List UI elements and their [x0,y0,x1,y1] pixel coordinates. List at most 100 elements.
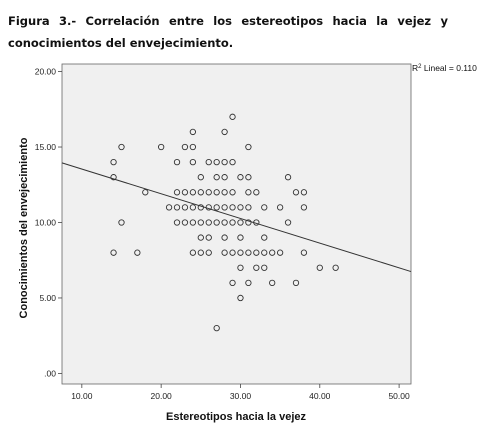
y-tick-label: .00 [44,368,56,378]
data-point [181,143,189,151]
data-point [292,189,300,196]
data-point [316,264,323,271]
data-point [221,234,228,241]
data-point [237,294,244,302]
data-point [205,234,212,241]
data-point [269,279,276,287]
data-point [205,158,212,166]
data-point [261,234,268,241]
data-point [253,264,260,271]
x-tick-label: 40.00 [309,391,331,401]
data-point [229,204,236,211]
data-point [253,219,260,226]
y-tick-label: 5.00 [39,293,56,303]
data-point [221,128,228,136]
data-point [173,204,181,211]
data-point [292,279,300,287]
data-point [213,158,220,166]
data-point [245,249,252,256]
data-point [110,158,117,166]
data-point [110,249,117,256]
data-point [229,219,236,226]
y-tick-label: 10.00 [35,217,57,227]
data-point [229,189,236,196]
data-point [332,264,339,271]
data-point [197,174,204,181]
data-point [237,264,244,271]
data-point [197,189,204,196]
data-point [221,174,228,181]
data-point [189,128,197,136]
data-point [189,158,197,166]
data-point [118,219,125,226]
data-point [221,158,228,166]
data-point [245,279,252,287]
data-point [189,189,197,196]
data-point [221,189,228,196]
x-tick-label: 50.00 [388,391,410,401]
data-point [197,234,204,241]
data-point [142,189,149,196]
data-point [173,158,181,166]
data-point [229,158,236,166]
data-point [245,204,252,211]
data-point [173,189,181,196]
data-point [181,204,189,211]
data-point [213,204,220,211]
figure-caption: Figura 3.- Correlación entre los estereo… [8,14,448,50]
data-point [205,249,212,256]
data-point [189,249,197,256]
y-tick-label: 15.00 [35,142,57,152]
x-tick-label: 10.00 [71,391,93,401]
data-point [276,204,284,211]
data-point [269,249,276,256]
data-point [173,219,181,226]
data-point [134,249,141,256]
data-point [284,219,292,226]
data-point [213,174,220,181]
data-point [213,219,220,226]
data-point [205,189,212,196]
data-point [197,219,204,226]
data-point [261,204,268,211]
data-point [197,249,204,256]
data-point [300,249,308,256]
fit-line [61,162,412,273]
y-axis-title: Conocimientos del envejecimiento [18,137,30,318]
data-point [118,143,125,151]
y-tick-label: 20.00 [35,67,57,77]
data-point [165,204,173,211]
data-point [157,143,165,151]
data-point [261,249,268,256]
data-point [245,143,252,151]
data-point [213,189,220,196]
data-point [229,249,236,256]
data-point [253,189,260,196]
plot-area [61,63,412,385]
data-point [221,219,228,226]
data-point [276,249,284,256]
data-point [181,189,189,196]
data-point [237,219,244,226]
data-point [221,249,228,256]
data-point [110,174,117,181]
data-point [229,279,236,287]
data-point [300,204,308,211]
data-point [237,234,244,241]
data-point [229,113,236,120]
data-point [261,264,268,271]
data-point [189,143,197,151]
data-point [284,174,292,181]
data-point [205,204,212,211]
data-point [237,204,244,211]
data-point [237,249,244,256]
data-point [245,189,252,196]
data-point [205,219,212,226]
data-point [237,174,244,181]
x-tick-label: 20.00 [151,391,173,401]
x-axis-title: Estereotipos hacia la vejez [166,411,307,423]
data-point [221,204,228,211]
data-point [253,249,260,256]
r2-annotation: R2 Lineal = 0.110 [412,63,477,73]
